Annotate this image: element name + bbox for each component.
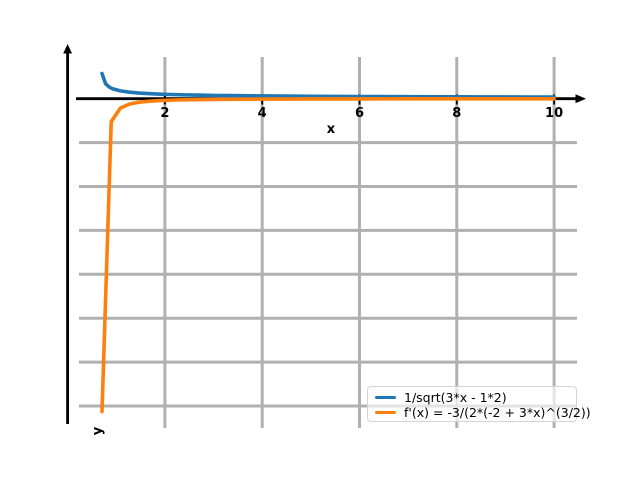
legend-item-fprime: f'(x) = -3/(2*(-2 + 3*x)^(3/2)) xyxy=(375,405,591,420)
legend-item-f: 1/sqrt(3*x - 1*2) xyxy=(375,390,568,405)
legend: 1/sqrt(3*x - 1*2) f'(x) = -3/(2*(-2 + 3*… xyxy=(367,386,591,422)
ticklabel-layer: 2 4 6 8 10 xyxy=(160,106,563,121)
y-axis-arrowhead xyxy=(63,44,72,54)
x-tick-label: 2 xyxy=(160,106,169,121)
grid-layer xyxy=(79,57,577,428)
x-axis-label: x xyxy=(327,122,336,137)
curve-layer xyxy=(100,71,556,414)
curve-series-0 xyxy=(100,71,556,99)
y-axis-label: y xyxy=(91,426,106,435)
curve-series-1 xyxy=(100,96,556,414)
x-axis-arrowhead xyxy=(575,94,586,104)
x-tick-label: 4 xyxy=(258,106,267,121)
x-tick-label: 8 xyxy=(452,106,461,121)
legend-line-swatch-blue xyxy=(375,395,396,400)
legend-line-swatch-orange xyxy=(375,410,396,415)
legend-label-fprime: f'(x) = -3/(2*(-2 + 3*x)^(3/2)) xyxy=(404,405,591,420)
legend-label-f: 1/sqrt(3*x - 1*2) xyxy=(404,390,507,405)
x-tick-label: 6 xyxy=(355,106,364,121)
x-tick-label: 10 xyxy=(545,106,563,121)
